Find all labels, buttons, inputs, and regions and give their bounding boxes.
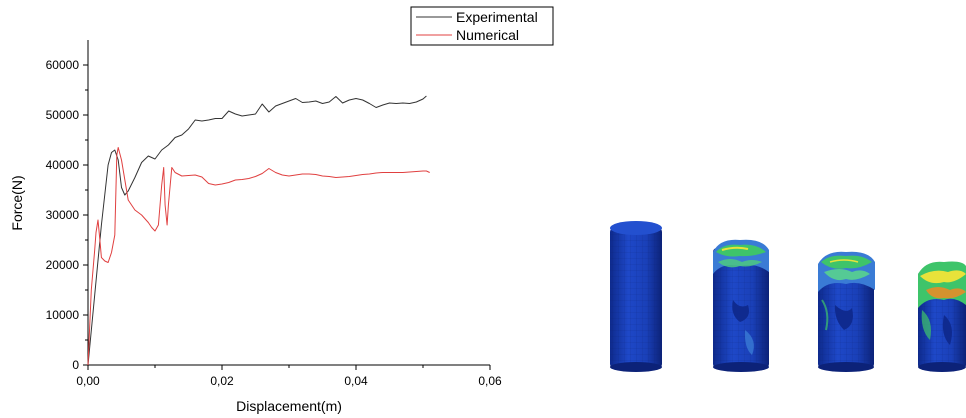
x-tick-label: 0,06: [478, 374, 502, 388]
y-tick-label: 40000: [46, 158, 80, 172]
specimen-intact: [610, 221, 662, 372]
y-tick-label: 50000: [46, 108, 80, 122]
x-axis-title: Displacement(m): [236, 398, 342, 414]
series-line-experimental: [87, 95, 427, 366]
crushed-specimens-panel: [610, 221, 966, 372]
series-line-numerical: [87, 147, 430, 366]
y-tick-label: 30000: [46, 208, 80, 222]
y-tick-label: 0: [72, 358, 79, 372]
x-tick-label: 0,00: [76, 374, 100, 388]
chart-axes: [87, 40, 490, 366]
legend-label-experimental: Experimental: [456, 9, 538, 25]
specimen-crush-stage-2: [818, 251, 875, 372]
y-tick-label: 10000: [46, 308, 80, 322]
force-displacement-chart: 0 10000 20000 30000 40000 50000 60000 0,00 0,02…: [9, 6, 554, 414]
x-ticks: 0,00 0,02 0,04 0,06: [76, 365, 502, 388]
legend: Experimental Numerical: [410, 6, 554, 46]
specimen-crush-stage-1: [713, 239, 769, 372]
series-layer: [87, 95, 430, 366]
specimen-crush-stage-3: [918, 261, 966, 372]
y-axis-title: Force(N): [9, 175, 25, 230]
y-tick-label: 20000: [46, 258, 80, 272]
y-ticks: 0 10000 20000 30000 40000 50000 60000: [46, 58, 88, 372]
x-tick-label: 0,02: [210, 374, 234, 388]
x-tick-label: 0,04: [344, 374, 368, 388]
legend-label-numerical: Numerical: [456, 27, 519, 43]
legend-box: [410, 6, 554, 46]
y-tick-label: 60000: [46, 58, 80, 72]
